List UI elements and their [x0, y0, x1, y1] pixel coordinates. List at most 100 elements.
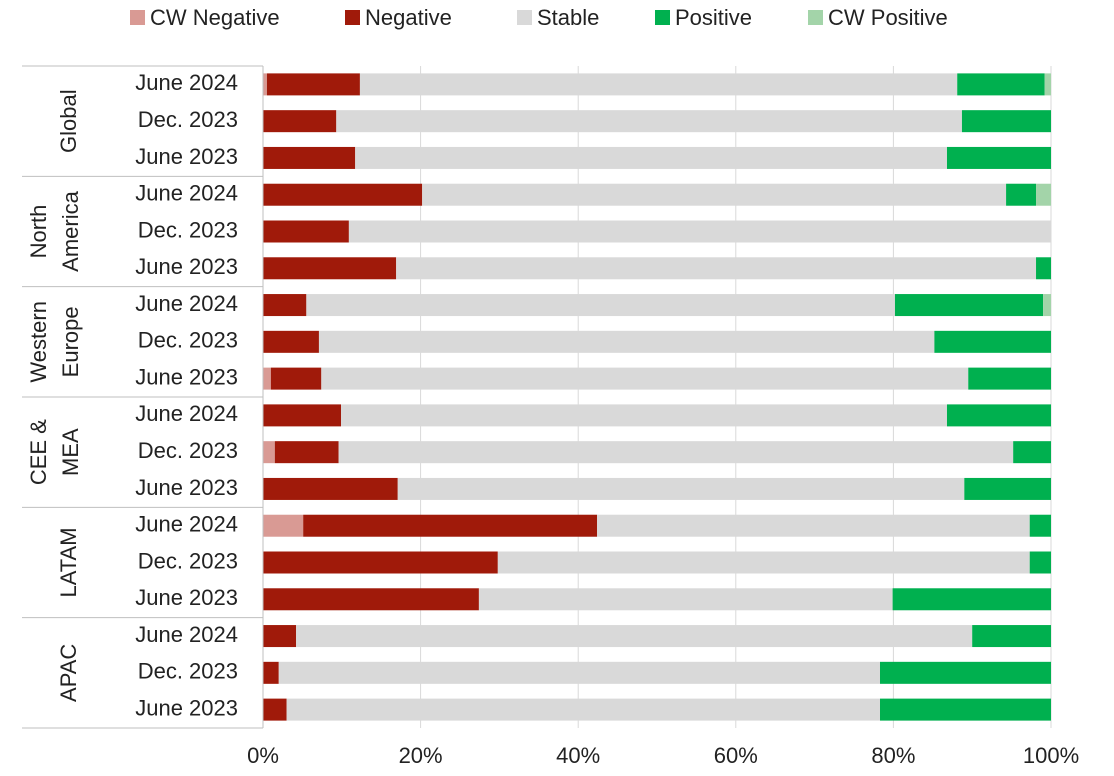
y-tick-label: Dec. 2023: [138, 107, 238, 132]
bar-segment: [1044, 73, 1051, 96]
bar-segment: [397, 477, 965, 500]
legend-label: Stable: [537, 5, 599, 30]
bar-segment: [263, 625, 297, 648]
bar-segment: [348, 220, 1052, 243]
y-tick-label: June 2024: [135, 70, 238, 95]
bar-segment: [359, 73, 958, 96]
bar-segment: [270, 367, 322, 390]
y-tick-label: June 2023: [135, 254, 238, 279]
bar-segment: [303, 514, 598, 537]
y-tick-label: June 2024: [135, 291, 238, 316]
x-tick-label: 100%: [1023, 743, 1079, 768]
bar-segment: [478, 588, 893, 611]
bar-segment: [263, 514, 304, 537]
bar-segment: [263, 441, 275, 464]
bar-segment: [263, 330, 319, 353]
bar-segment: [1029, 514, 1051, 537]
bar-segment: [263, 588, 479, 611]
bar-segment: [263, 404, 342, 427]
bar-segment: [263, 110, 337, 133]
bar-segment: [263, 367, 271, 390]
legend-swatch: [345, 10, 360, 25]
bar-segment: [263, 146, 356, 169]
bar-segment: [1036, 183, 1051, 206]
legend-swatch: [655, 10, 670, 25]
y-tick-label: June 2024: [135, 401, 238, 426]
bar-segment: [355, 146, 947, 169]
x-tick-label: 40%: [556, 743, 600, 768]
bar-segment: [968, 367, 1051, 390]
bar-segment: [263, 183, 423, 206]
x-tick-label: 60%: [714, 743, 758, 768]
legend-swatch: [808, 10, 823, 25]
bar-segment: [338, 441, 1014, 464]
bar-segment: [892, 588, 1051, 611]
bar-segment: [263, 661, 279, 684]
y-tick-label: June 2024: [135, 181, 238, 206]
bar-segment: [286, 698, 881, 721]
y-tick-label: June 2024: [135, 512, 238, 537]
bar-segment: [263, 294, 307, 317]
bar-segment: [1006, 183, 1037, 206]
y-tick-label: Dec. 2023: [138, 438, 238, 463]
bar-segment: [396, 257, 1037, 280]
y-tick-label: Dec. 2023: [138, 217, 238, 242]
y-tick-label: Dec. 2023: [138, 328, 238, 353]
legend-swatch: [130, 10, 145, 25]
x-tick-label: 0%: [247, 743, 279, 768]
bar-segment: [341, 404, 947, 427]
group-label: APAC: [56, 644, 81, 702]
bar-segment: [1029, 551, 1051, 574]
bar-segment: [306, 294, 895, 317]
y-tick-label: June 2023: [135, 144, 238, 169]
bar-segment: [1013, 441, 1051, 464]
bar-segment: [263, 698, 287, 721]
bar-segment: [880, 661, 1051, 684]
bar-segment: [422, 183, 1007, 206]
bar-segment: [964, 477, 1051, 500]
legend-label: CW Negative: [150, 5, 280, 30]
bar-segment: [961, 110, 1051, 133]
group-label: Global: [56, 89, 81, 153]
bar-segment: [321, 367, 969, 390]
y-tick-label: Dec. 2023: [138, 548, 238, 573]
bar-segment: [597, 514, 1030, 537]
group-label: Europe: [58, 306, 83, 377]
bar-segment: [278, 661, 881, 684]
y-tick-label: June 2023: [135, 364, 238, 389]
y-tick-label: June 2024: [135, 622, 238, 647]
bar-segment: [497, 551, 1030, 574]
y-tick-label: June 2023: [135, 585, 238, 610]
bar-segment: [934, 330, 1051, 353]
bar-segment: [263, 73, 267, 96]
y-tick-label: June 2023: [135, 695, 238, 720]
bar-segment: [1043, 294, 1051, 317]
bar-segment: [296, 625, 973, 648]
bar-segment: [318, 330, 935, 353]
bar-segment: [957, 73, 1045, 96]
bar-segment: [263, 551, 498, 574]
bar-segment: [263, 257, 397, 280]
group-label: LATAM: [56, 527, 81, 597]
group-label: America: [58, 190, 83, 271]
legend-label: Positive: [675, 5, 752, 30]
y-tick-label: June 2023: [135, 475, 238, 500]
bar-segment: [894, 294, 1044, 317]
bar-segment: [972, 625, 1051, 648]
bar-segment: [1036, 257, 1051, 280]
bar-segment: [880, 698, 1051, 721]
x-tick-label: 20%: [399, 743, 443, 768]
x-tick-label: 80%: [871, 743, 915, 768]
bar-segment: [274, 441, 339, 464]
bar-segment: [336, 110, 962, 133]
bar-segment: [946, 404, 1051, 427]
bar-segment: [263, 220, 349, 243]
legend-swatch: [517, 10, 532, 25]
y-tick-label: Dec. 2023: [138, 659, 238, 684]
bar-segment: [946, 146, 1051, 169]
legend-label: Negative: [365, 5, 452, 30]
group-label: CEE &: [26, 419, 51, 485]
group-label: North: [26, 205, 51, 259]
